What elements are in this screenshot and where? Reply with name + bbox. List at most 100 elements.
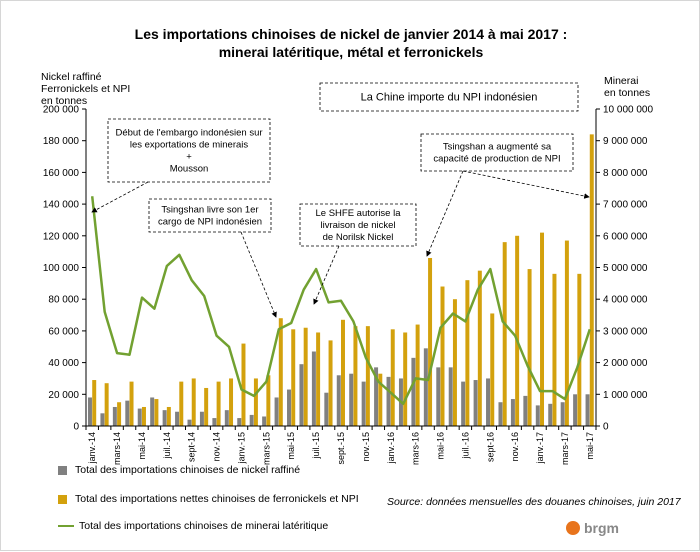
legend-label-refined: Total des importations chinoises de nick… — [75, 464, 301, 476]
left-axis-title-line: Ferronickels et NPI — [41, 83, 131, 95]
annotation-text-shfe: Le SHFE autorise la — [315, 208, 401, 219]
annotation-box-shfe — [299, 203, 417, 247]
chart-title-line1: Les importations chinoises de nickel de … — [134, 26, 568, 42]
bar-refined-nickel — [436, 367, 441, 426]
bar-ferronickel-npi — [564, 240, 569, 426]
right-axis-title: Minerai en tonnes — [604, 75, 684, 99]
annotation-box-tsingshan2 — [420, 133, 574, 172]
x-tick-label: sept-16 — [485, 432, 495, 462]
bar-refined-nickel — [510, 399, 515, 426]
x-tick-label: mai-17 — [585, 432, 595, 460]
bar-refined-nickel — [573, 394, 578, 426]
x-tick-label: juil.-15 — [311, 432, 321, 460]
bar-refined-nickel — [199, 411, 204, 426]
bar-ferronickel-npi — [303, 327, 308, 426]
bar-refined-nickel — [162, 410, 167, 426]
bar-ferronickel-npi — [403, 332, 408, 426]
x-tick-label: mai-16 — [436, 432, 446, 460]
x-tick-label: juil.-16 — [460, 432, 470, 460]
bar-refined-nickel — [448, 367, 453, 426]
bar-ferronickel-npi — [452, 299, 457, 426]
bar-ferronickel-npi — [154, 399, 159, 426]
bar-ferronickel-npi — [390, 329, 395, 426]
bar-refined-nickel — [287, 389, 291, 426]
bar-refined-nickel — [249, 414, 254, 426]
left-axis-title: Nickel raffiné Ferronickels et NPI en to… — [41, 71, 161, 107]
x-tick-label: sept.-15 — [336, 432, 346, 465]
annotation-text-ban: les exportations de minerais — [130, 140, 249, 151]
left-tick-label: 200 000 — [43, 105, 80, 116]
bar-refined-nickel — [112, 406, 117, 426]
brgm-logo: brgm — [566, 520, 619, 536]
bar-ferronickel-npi — [365, 326, 370, 426]
legend-swatch-refined — [58, 465, 67, 475]
bar-refined-nickel — [486, 378, 491, 426]
bar-refined-nickel — [125, 400, 130, 426]
left-tick-label: 60 000 — [48, 326, 79, 337]
x-tick-label: janv.-16 — [386, 432, 396, 464]
right-tick-label: 7 000 000 — [603, 200, 648, 211]
left-tick-label: 20 000 — [48, 390, 79, 401]
bar-refined-nickel — [224, 410, 229, 426]
arrow-tsingshan-first-cargo — [240, 231, 277, 318]
bar-refined-nickel — [585, 394, 590, 426]
legend-swatch-ore — [58, 525, 74, 527]
bar-refined-nickel — [411, 357, 416, 426]
bar-ferronickel-npi — [141, 406, 146, 426]
right-tick-label: 6 000 000 — [603, 231, 648, 242]
bar-ferronickel-npi — [191, 378, 196, 426]
bar-refined-nickel — [535, 405, 540, 426]
right-tick-label: 5 000 000 — [603, 263, 648, 274]
left-axis-title-line: en tonnes — [41, 95, 88, 107]
right-tick-label: 3 000 000 — [603, 326, 648, 337]
annotation-box-tsingshan1 — [148, 198, 272, 233]
bar-ferronickel-npi — [253, 378, 258, 426]
legend-item-npi: Total des importations nettes chinoises … — [58, 493, 359, 505]
bar-ferronickel-npi — [216, 381, 221, 426]
left-tick-label: 80 000 — [48, 295, 79, 306]
legend-item-ore: Total des importations chinoises de mine… — [58, 520, 328, 532]
bar-refined-nickel — [311, 351, 316, 426]
annotation-text-ban: + — [186, 152, 192, 163]
bar-ferronickel-npi — [104, 383, 109, 426]
bar-ferronickel-npi — [552, 273, 557, 426]
right-axis-title-line: en tonnes — [604, 87, 651, 99]
bar-ferronickel-npi — [229, 378, 234, 426]
bar-ferronickel-npi — [166, 406, 171, 426]
logo-text: brgm — [584, 520, 619, 536]
right-tick-label: 4 000 000 — [603, 295, 648, 306]
bar-ferronickel-npi — [527, 269, 532, 426]
bar-ferronickel-npi — [241, 343, 246, 426]
line-laterite-ore — [90, 196, 591, 406]
right-tick-label: 9 000 000 — [603, 136, 648, 147]
left-tick-label: 160 000 — [43, 168, 80, 179]
annotation-box-china — [319, 82, 579, 112]
left-tick-label: 140 000 — [43, 200, 80, 211]
bar-refined-nickel — [498, 402, 503, 426]
annotation-text-ban: Début de l'embargo indonésien sur — [115, 128, 262, 139]
bar-refined-nickel — [461, 381, 466, 426]
bar-ferronickel-npi — [92, 380, 97, 426]
bar-ferronickel-npi — [204, 387, 209, 426]
logo-mark-icon — [566, 521, 580, 535]
annotation-text-ban: Mousson — [170, 164, 209, 175]
bar-refined-nickel — [349, 373, 354, 426]
right-tick-label: 8 000 000 — [603, 168, 648, 179]
bar-refined-nickel — [523, 395, 528, 426]
annotation-text-tsingshan1: cargo de NPI indonésien — [158, 217, 262, 228]
bar-ferronickel-npi — [278, 318, 283, 426]
bar-refined-nickel — [560, 402, 565, 426]
source-note: Source: données mensuelles des douanes c… — [387, 496, 681, 508]
right-tick-label: 0 — [603, 422, 609, 433]
bar-ferronickel-npi — [589, 134, 594, 427]
x-tick-label: mars-17 — [560, 432, 570, 465]
x-tick-label: janv.-15 — [236, 432, 246, 464]
bar-ferronickel-npi — [129, 381, 134, 426]
bar-ferronickel-npi — [316, 332, 321, 426]
right-axis-title-line: Minerai — [604, 75, 639, 87]
bar-ferronickel-npi — [117, 402, 122, 426]
left-tick-label: 180 000 — [43, 136, 80, 147]
bar-refined-nickel — [87, 397, 92, 426]
